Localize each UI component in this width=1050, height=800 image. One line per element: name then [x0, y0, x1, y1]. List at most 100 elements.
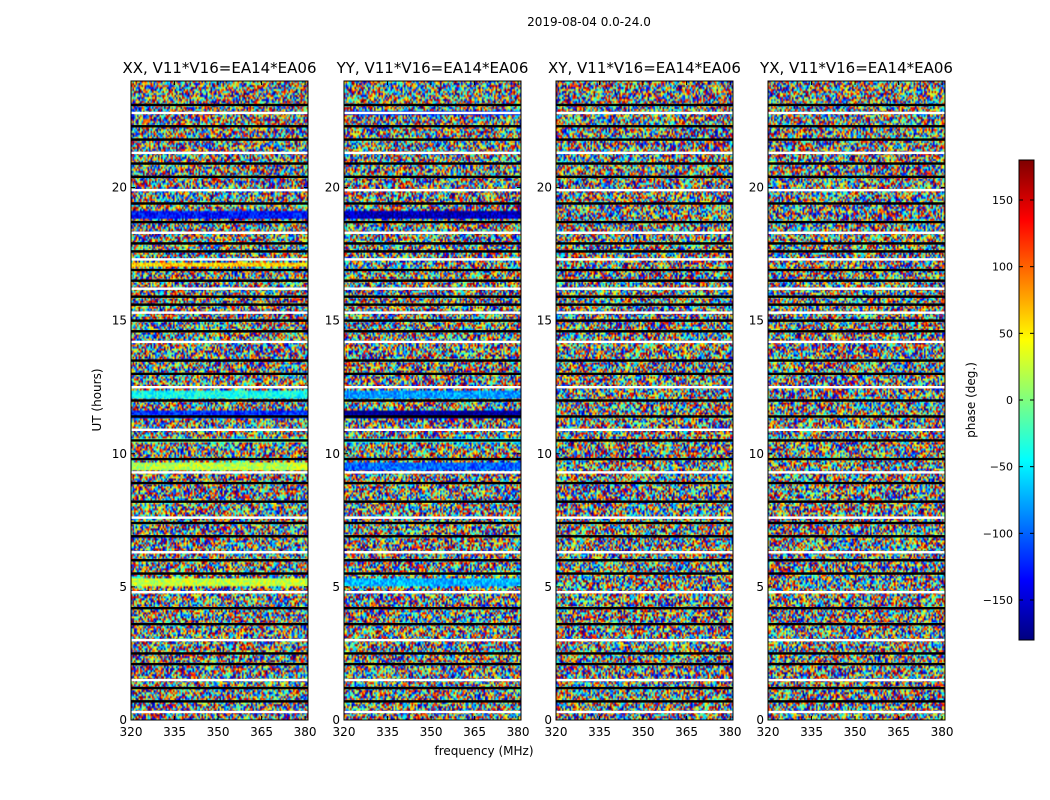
flagged-row — [344, 295, 521, 298]
flagged-row — [556, 151, 733, 155]
flagged-row — [768, 175, 945, 179]
flagged-row — [131, 250, 308, 253]
y-tick-label: 20 — [537, 181, 552, 195]
flagged-row — [344, 385, 521, 389]
flagged-row — [131, 138, 308, 141]
flagged-row — [344, 372, 521, 376]
flagged-row — [344, 242, 521, 245]
flagged-row — [344, 638, 521, 642]
flagged-row — [768, 710, 945, 714]
flagged-row — [556, 295, 733, 298]
flagged-row — [131, 303, 308, 306]
flagged-row — [344, 662, 521, 666]
flagged-row — [131, 481, 308, 485]
colorbar-tick-label: 50 — [999, 327, 1013, 340]
flagged-row — [131, 319, 308, 322]
y-tick-label: 10 — [325, 447, 340, 461]
flagged-row — [556, 500, 733, 503]
colorbar-tick-label: 0 — [1006, 394, 1013, 407]
flagged-row — [344, 551, 521, 554]
flagged-row — [556, 572, 733, 575]
flagged-row — [131, 415, 308, 418]
flagged-row — [131, 559, 308, 562]
flagged-row — [344, 457, 521, 461]
flagged-row — [344, 415, 521, 418]
flagged-row — [556, 330, 733, 333]
flagged-row — [344, 138, 521, 141]
flagged-row — [344, 340, 521, 344]
flagged-row — [344, 481, 521, 485]
panel-title: YY, V11*V16=EA14*EA06 — [336, 59, 529, 77]
flagged-row — [768, 428, 945, 431]
flagged-row — [131, 535, 308, 538]
flagged-row — [556, 202, 733, 205]
flagged-row — [344, 202, 521, 205]
flagged-row — [768, 268, 945, 272]
flagged-row — [768, 188, 945, 192]
flagged-row — [556, 242, 733, 245]
flagged-row — [344, 111, 521, 115]
panel-1: YY, V11*V16=EA14*EA06 320 335 350 365 380 0 5 10… — [325, 59, 530, 739]
colorbar-tick-label: −150 — [983, 594, 1013, 607]
flagged-row — [768, 303, 945, 306]
panel-title: XY, V11*V16=EA14*EA06 — [548, 59, 741, 77]
flagged-row — [131, 258, 308, 261]
flagged-row — [556, 162, 733, 165]
flagged-row — [131, 516, 308, 519]
x-tick-label: 335 — [163, 725, 186, 739]
panel-frame — [767, 80, 946, 721]
flagged-row — [556, 103, 733, 107]
flagged-row — [768, 202, 945, 205]
y-tick-label: 0 — [544, 713, 552, 727]
y-tick-label: 15 — [537, 314, 552, 328]
flagged-row — [768, 622, 945, 626]
flagged-row — [768, 138, 945, 141]
flagged-row — [131, 591, 308, 594]
flagged-row — [768, 385, 945, 389]
flagged-row — [768, 162, 945, 165]
flagged-row — [131, 268, 308, 272]
flagged-row — [344, 572, 521, 575]
flagged-row — [556, 250, 733, 253]
colorbar-tick-label: −50 — [990, 461, 1013, 474]
x-tick-label: 350 — [207, 725, 230, 739]
flagged-row — [131, 311, 308, 314]
flagged-row — [556, 559, 733, 562]
flagged-row — [768, 415, 945, 418]
flagged-row — [131, 439, 308, 442]
flagged-row — [556, 138, 733, 141]
flagged-row — [556, 399, 733, 402]
flagged-row — [768, 258, 945, 261]
flagged-row — [131, 457, 308, 461]
x-tick-label: 380 — [507, 725, 530, 739]
y-tick-label: 0 — [756, 713, 764, 727]
flagged-row — [344, 103, 521, 107]
flagged-row — [344, 686, 521, 690]
panel-title: XX, V11*V16=EA14*EA06 — [122, 59, 316, 77]
flagged-row — [768, 662, 945, 666]
panel-frame — [343, 80, 522, 721]
flagged-row — [556, 638, 733, 642]
flagged-row — [556, 188, 733, 192]
flagged-row — [556, 481, 733, 485]
x-tick-label: 335 — [376, 725, 399, 739]
flagged-row — [131, 340, 308, 344]
flagged-row — [344, 439, 521, 442]
flagged-row — [344, 471, 521, 474]
flagged-row — [556, 303, 733, 306]
flagged-row — [131, 372, 308, 376]
panel-frame — [555, 80, 734, 721]
flagged-row — [131, 220, 308, 224]
flagged-row — [131, 111, 308, 115]
flagged-row — [556, 471, 733, 474]
flagged-row — [344, 678, 521, 682]
flagged-row — [131, 471, 308, 474]
flagged-row — [344, 125, 521, 128]
flagged-row — [768, 481, 945, 485]
flagged-row — [768, 535, 945, 538]
flagged-row — [768, 103, 945, 107]
x-tick-label: 365 — [250, 725, 273, 739]
x-tick-label: 320 — [120, 725, 143, 739]
flagged-row — [556, 175, 733, 179]
